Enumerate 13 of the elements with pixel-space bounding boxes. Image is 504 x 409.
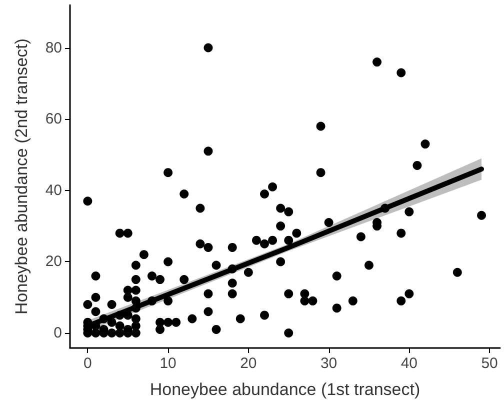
y-axis-title: Honeybee abundance (2nd transect) [12, 38, 31, 314]
x-tick-label: 20 [240, 355, 257, 372]
y-tick-label: 60 [45, 110, 62, 128]
x-tick-label: 40 [400, 355, 418, 372]
x-tick-label: 30 [320, 355, 338, 372]
y-tick-label: 20 [45, 253, 62, 270]
x-tick-label: 10 [160, 355, 176, 372]
x-tick-label: 50 [481, 355, 498, 372]
y-tick-label: 40 [45, 182, 62, 199]
x-axis-title: Honeybee abundance (1st transect) [150, 380, 420, 399]
y-tick-label: 80 [45, 39, 62, 56]
y-tick-label: 0 [54, 324, 62, 342]
x-tick-label: 0 [84, 355, 92, 372]
